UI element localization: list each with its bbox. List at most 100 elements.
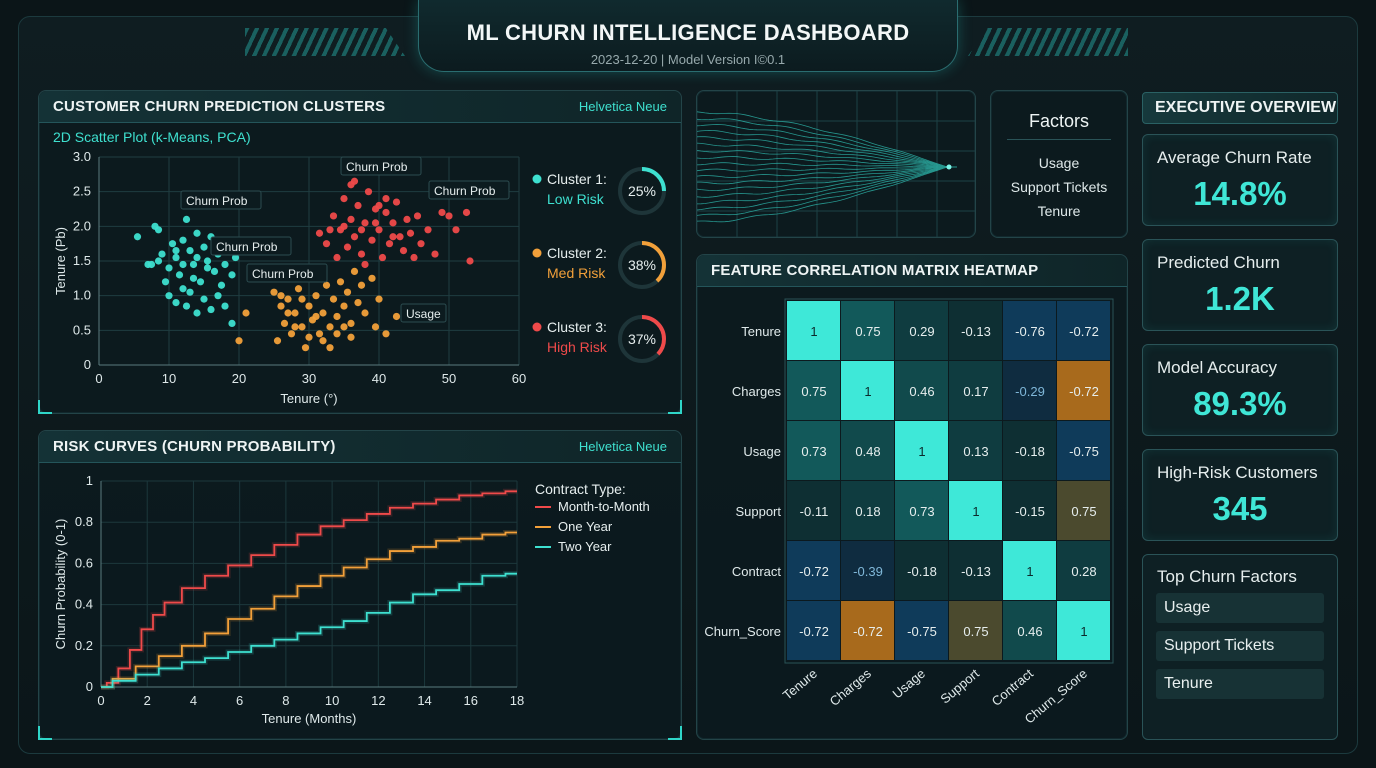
scatter-point	[172, 253, 180, 262]
heatmap-cell	[895, 421, 948, 480]
gauge-arc	[618, 167, 666, 215]
top-factor-chip[interactable]: Support Tickets	[1156, 631, 1324, 661]
scatter-point	[189, 274, 198, 282]
x-tick-label: 10	[325, 693, 339, 708]
scatter-point	[452, 226, 460, 234]
scatter-point	[193, 309, 201, 317]
scatter-point	[340, 323, 348, 331]
scatter-point	[382, 195, 390, 203]
scatter-point	[329, 295, 338, 303]
waveform-line	[697, 111, 957, 168]
scatter-point	[396, 233, 404, 241]
scatter-point	[350, 233, 359, 241]
scatter-point	[438, 208, 446, 217]
panel-corner	[668, 400, 682, 414]
scatter-point	[221, 302, 229, 310]
y-tick-label: 0	[86, 679, 93, 694]
heatmap-value: -0.72	[853, 624, 883, 639]
scatter-point	[175, 271, 184, 279]
x-axis-label: Tenure (°)	[280, 391, 337, 406]
gauge-value: 25%	[628, 183, 656, 199]
x-tick-label: 6	[236, 693, 243, 708]
heatmap-panel-title: FEATURE CORRELATION MATRIX HEATMAP	[711, 262, 1039, 279]
series-line	[101, 572, 517, 688]
heatmap-cell	[949, 601, 1002, 660]
scatter-point	[193, 229, 201, 237]
heatmap-value: -0.13	[961, 564, 991, 579]
series-line	[101, 531, 517, 688]
x-tick-label: 20	[232, 371, 246, 386]
heatmap-value: -0.18	[1015, 444, 1045, 459]
x-tick-label: 2	[144, 693, 151, 708]
scatter-point	[161, 278, 170, 286]
cluster-name: Cluster 1:	[547, 171, 607, 187]
waveform-line	[697, 166, 957, 223]
scatter-point	[203, 257, 212, 265]
scatter-point	[354, 201, 362, 210]
heatmap-value: -0.76	[1015, 324, 1045, 339]
heatmap-cell	[787, 421, 840, 480]
scatter-point	[203, 264, 212, 272]
scatter-point	[186, 288, 194, 296]
gauge-arc	[618, 241, 666, 289]
kpi-value: 345	[1212, 490, 1268, 527]
y-axis-label: Tenure (Pb)	[53, 227, 68, 295]
heatmap-row-label: Contract	[732, 564, 782, 579]
callout-label: Churn Prob	[434, 184, 496, 198]
kpi-value: 14.8%	[1193, 175, 1287, 212]
heatmap-col-label: Tenure	[780, 666, 820, 703]
heatmap-value: -0.72	[799, 564, 829, 579]
page-title: ML CHURN INTELLIGENCE DASHBOARD	[466, 20, 910, 45]
scatter-point	[392, 312, 401, 321]
scatter-point	[186, 247, 194, 255]
heatmap-row-label: Usage	[743, 444, 781, 459]
top-factor-chip[interactable]: Usage	[1156, 593, 1324, 623]
callout-label: Churn Prob	[216, 240, 278, 254]
heatmap-value: -0.72	[1069, 384, 1099, 399]
scatter-point	[350, 177, 359, 185]
x-tick-label: 12	[371, 693, 385, 708]
scatter-point	[280, 319, 289, 327]
header-stripes-right	[968, 28, 1128, 56]
kpi-label: Predicted Churn	[1157, 253, 1280, 272]
y-tick-label: 2.5	[73, 184, 91, 199]
series-line	[101, 490, 517, 688]
legend-entry: One Year	[558, 519, 613, 534]
scatter-point	[431, 250, 439, 258]
x-tick-label: 14	[417, 693, 431, 708]
heatmap-value: 1	[1080, 624, 1087, 639]
heatmap-cell	[787, 481, 840, 540]
scatter-point	[445, 212, 453, 220]
scatter-point	[340, 195, 348, 203]
legend-title: Contract Type:	[535, 481, 626, 497]
scatter-point	[326, 323, 334, 331]
scatter-point	[361, 309, 369, 317]
scatter-point	[357, 250, 366, 258]
factors-divider	[1007, 139, 1111, 140]
heatmap-value: 1	[1026, 564, 1033, 579]
scatter-point	[350, 267, 359, 275]
heatmap-cell	[949, 541, 1002, 600]
y-tick-label: 0.5	[73, 322, 91, 337]
heatmap-cell	[787, 301, 840, 360]
heatmap-panel: FEATURE CORRELATION MATRIX HEATMAP 1 0.75…	[696, 254, 1128, 740]
x-tick-label: 18	[510, 693, 524, 708]
gauge-value: 37%	[628, 331, 656, 347]
heatmap-value: 0.29	[909, 324, 934, 339]
waveform-line	[697, 166, 957, 205]
scatter-point	[389, 219, 397, 227]
top-factor-chip[interactable]: Tenure	[1156, 669, 1324, 699]
scatter-point	[284, 295, 292, 303]
x-tick-label: 30	[302, 371, 316, 386]
waveform-line	[697, 166, 957, 185]
waveform-line	[697, 166, 957, 198]
scatter-point	[144, 260, 152, 269]
scatter-point	[221, 260, 229, 269]
scatter-point	[217, 281, 226, 289]
y-tick-label: 0	[84, 357, 91, 372]
y-tick-label: 0.4	[75, 597, 93, 612]
heatmap-cell	[895, 361, 948, 420]
x-axis-label: Tenure (Months)	[262, 711, 357, 726]
page-subtitle: 2023-12-20 | Model Version I©0.1	[590, 52, 786, 67]
heatmap-row-label: Churn_Score	[704, 624, 781, 639]
